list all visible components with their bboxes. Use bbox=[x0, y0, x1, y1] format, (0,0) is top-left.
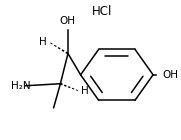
Text: HCl: HCl bbox=[91, 5, 112, 18]
Text: OH: OH bbox=[59, 16, 75, 26]
Text: H₂N: H₂N bbox=[11, 81, 30, 91]
Text: OH: OH bbox=[162, 70, 178, 80]
Text: H: H bbox=[81, 86, 89, 96]
Text: H: H bbox=[39, 37, 47, 47]
